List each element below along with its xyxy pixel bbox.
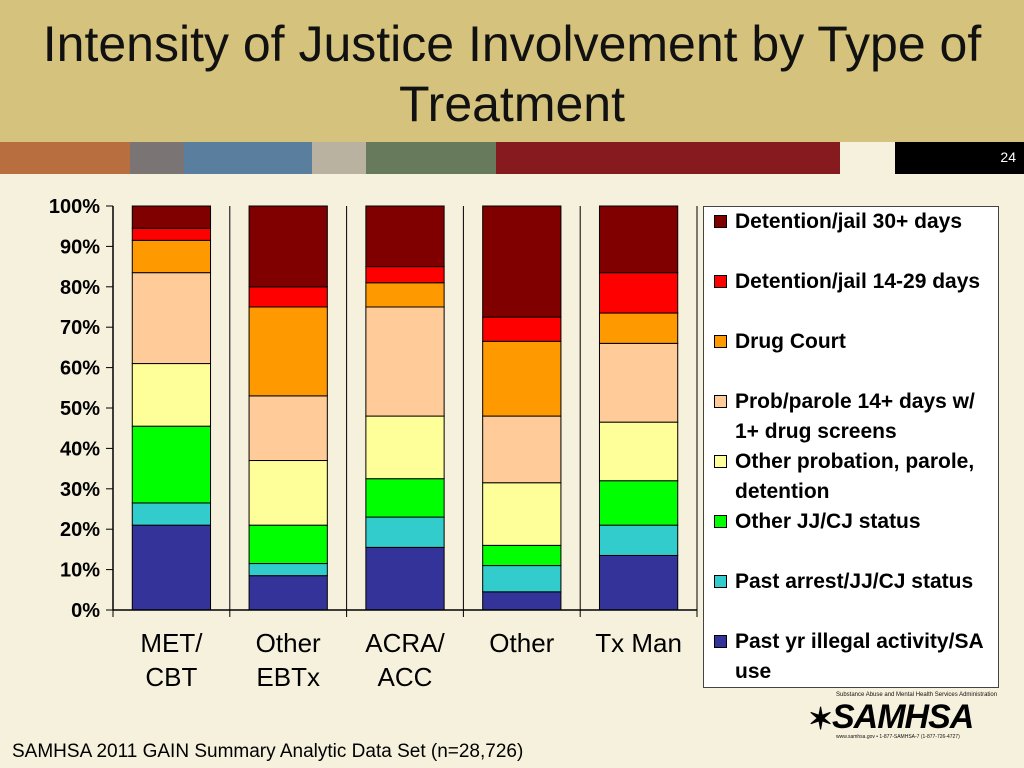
bar-segment — [598, 272, 679, 314]
x-axis-tick-labels: MET/CBT Other EBTx ACRA/ACC Other Tx Man — [140, 628, 682, 692]
bar-segment — [598, 524, 679, 556]
samhsa-logo: Substance Abuse and Mental Health Servic… — [808, 692, 997, 740]
chart-axes — [106, 205, 698, 617]
y-tick-label: 100% — [49, 196, 100, 218]
slide-number-box: 24 — [895, 142, 1024, 174]
legend-label: Past arrest/JJ/CJ status — [735, 570, 974, 593]
bar-segment — [598, 554, 679, 611]
bar-segment — [482, 340, 562, 417]
x-tick-label: EBTx — [256, 662, 320, 692]
bar-segment — [482, 316, 562, 342]
decorative-stripe — [0, 142, 1024, 174]
bar-segment — [598, 421, 679, 482]
y-axis-tick-labels: 0% 10% 20% 30% 40% 50% 60% 70% 80% 90% 100% — [49, 196, 100, 622]
legend-swatch — [714, 575, 727, 588]
bar-segment — [482, 205, 562, 318]
bar-segment — [365, 478, 445, 518]
chart-legend: Detention/jail 30+ days Detention/jail 14… — [703, 206, 999, 688]
bar-segment — [248, 460, 328, 526]
bar-segment — [482, 482, 562, 546]
y-tick-label: 60% — [60, 358, 100, 380]
legend-swatch — [714, 515, 727, 528]
bar-segment — [365, 415, 445, 480]
stripe-segment-6 — [496, 142, 840, 174]
logo-text: SAMHSA — [832, 698, 974, 736]
slide-number: 24 — [1000, 149, 1016, 165]
legend-label: Other JJ/CJ status — [735, 510, 921, 533]
y-tick-label: 0% — [71, 600, 100, 622]
x-tick-label: Tx Man — [595, 628, 682, 658]
bar-segment — [248, 306, 328, 397]
stripe-segment-4 — [312, 142, 366, 174]
bar-segment — [482, 565, 562, 593]
logo-subtext: Substance Abuse and Mental Health Servic… — [836, 692, 998, 698]
bar-segment — [598, 312, 679, 344]
bar-segment — [131, 502, 212, 526]
bar-segment — [248, 524, 328, 565]
stacked-bar-chart: 0% 10% 20% 30% 40% 50% 60% 70% 80% 90% 100% MET/CB… — [49, 196, 698, 692]
title-bar — [0, 0, 1024, 142]
bar-segment — [131, 425, 212, 504]
x-tick-label: MET/ — [140, 628, 203, 658]
legend-label: Prob/parole 14+ days w/ 1+ drug screens — [735, 390, 975, 443]
bar-segment — [248, 563, 328, 577]
x-tick-label: ACC — [378, 662, 433, 692]
bar-segment — [131, 524, 212, 611]
bar-segment — [365, 282, 445, 308]
legend-swatch — [714, 335, 727, 348]
legend-label: Detention/jail 30+ days — [735, 210, 963, 233]
legend-swatch — [714, 455, 727, 468]
bar-segment — [131, 239, 212, 274]
bar-segment — [365, 205, 445, 268]
bar-segment — [248, 575, 328, 611]
bar-segment — [131, 272, 212, 365]
source-note: SAMHSA 2011 GAIN Summary Analytic Data S… — [12, 741, 524, 762]
y-tick-label: 40% — [60, 438, 100, 460]
stripe-segment-3 — [184, 142, 312, 174]
slide-title: Intensity of Justice Involvement by Type… — [42, 16, 982, 132]
x-tick-label: CBT — [145, 662, 197, 692]
stripe-segment-1 — [0, 142, 130, 174]
chart-bars — [131, 205, 679, 611]
x-tick-label: Other — [489, 628, 554, 658]
x-tick-label: Other — [256, 628, 321, 658]
logo-figure-icon: ✶ — [808, 703, 834, 736]
legend-label: Drug Court — [735, 330, 846, 353]
bar-segment — [248, 205, 328, 288]
legend-swatch — [714, 635, 727, 648]
y-tick-label: 10% — [60, 560, 100, 582]
legend-swatch — [714, 395, 727, 408]
bar-segment — [598, 205, 679, 274]
legend-label: Detention/jail 14-29 days — [735, 270, 981, 293]
bar-segment — [248, 395, 328, 462]
x-tick-label: ACRA/ — [365, 628, 445, 658]
bar-segment — [365, 516, 445, 548]
legend-swatch — [714, 275, 727, 288]
legend-swatch — [714, 215, 727, 228]
bar-segment — [365, 546, 445, 611]
bar-segment — [598, 480, 679, 526]
y-tick-label: 70% — [60, 317, 100, 339]
logo-contact-line: www.samhsa.gov • 1-877-SAMHSA-7 (1-877-7… — [836, 734, 960, 740]
bar-segment — [131, 227, 212, 241]
legend-label: Other probation, parole, detention — [735, 450, 975, 503]
bar-segment — [248, 286, 328, 308]
bar-segment — [482, 415, 562, 484]
bar-segment — [365, 306, 445, 417]
legend-label: Past yr illegal activity/SA use — [735, 630, 983, 683]
stripe-segment-2 — [130, 142, 184, 174]
bar-segment — [131, 363, 212, 427]
bar-segment — [365, 266, 445, 284]
bar-segment — [131, 205, 212, 229]
bar-segment — [482, 591, 562, 611]
bar-segment — [598, 342, 679, 423]
y-tick-label: 50% — [60, 398, 100, 420]
bar-segment — [482, 544, 562, 567]
stripe-segment-5 — [366, 142, 496, 174]
y-tick-label: 90% — [60, 236, 100, 258]
y-tick-label: 20% — [60, 519, 100, 541]
y-tick-label: 80% — [60, 277, 100, 299]
y-tick-label: 30% — [60, 479, 100, 501]
